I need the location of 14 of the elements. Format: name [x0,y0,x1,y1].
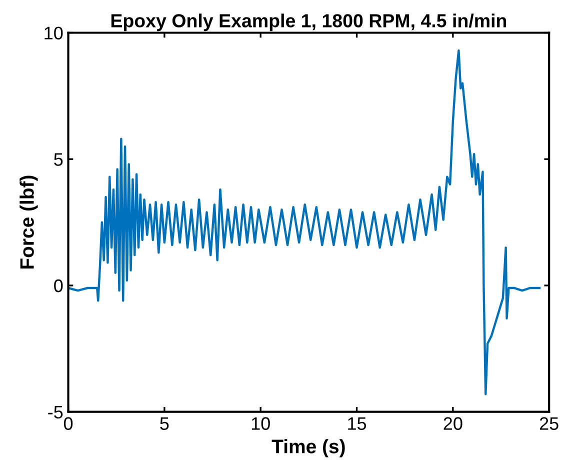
line-series [68,49,541,396]
y-tick-label: -5 [48,406,63,419]
x-tick-label: 20 [444,417,462,430]
x-tick-label: 5 [160,417,169,430]
x-tick-label: 15 [348,417,366,430]
y-tick-label: 5 [54,153,63,166]
x-tick-label: 0 [64,417,73,430]
x-axis-title: Time (s) [272,439,345,458]
chart-title: Epoxy Only Example 1, 1800 RPM, 4.5 in/min [111,14,506,32]
y-tick-label: 0 [54,279,63,292]
x-tick-label: 10 [252,417,270,430]
y-tick-label: 10 [44,26,63,40]
x-tick-label: 25 [540,417,558,430]
y-axis-title: Force (lbf) [20,176,38,269]
